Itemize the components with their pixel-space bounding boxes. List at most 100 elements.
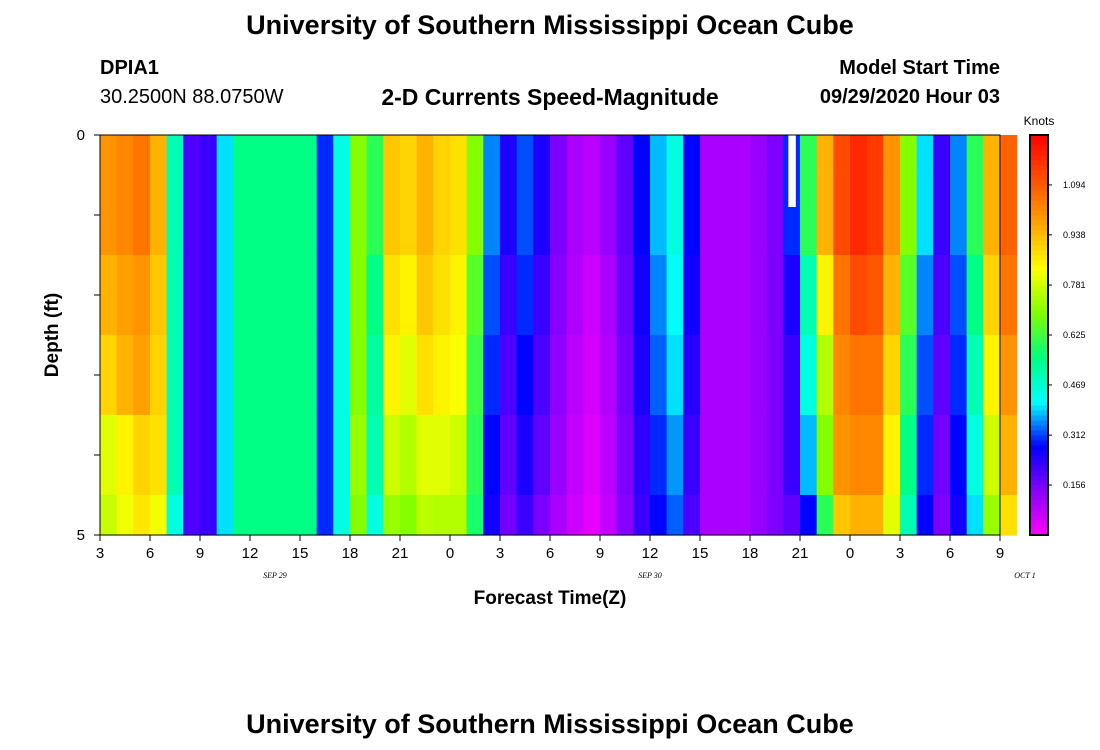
- heat-cell: [383, 135, 401, 176]
- colorbar-swatch: [1030, 200, 1048, 206]
- colorbar-tick-label: 0.469: [1063, 380, 1086, 390]
- heat-cell: [333, 335, 351, 416]
- colorbar-swatch: [1030, 345, 1048, 351]
- heat-cell: [616, 335, 634, 416]
- heat-cell: [450, 335, 468, 416]
- heat-cell: [566, 175, 584, 256]
- y-tick-label: 0: [77, 127, 85, 144]
- colorbar-swatch: [1030, 185, 1048, 191]
- heat-cell: [750, 415, 768, 496]
- heat-cell: [966, 175, 984, 256]
- heat-cell: [366, 175, 384, 256]
- colorbar-swatch: [1030, 250, 1048, 256]
- heat-cell: [466, 175, 484, 256]
- heat-cell: [133, 175, 151, 256]
- chart-title: 2-D Currents Speed-Magnitude: [381, 84, 719, 110]
- x-tick-label: 18: [342, 545, 359, 562]
- heat-cell: [400, 415, 418, 496]
- heat-cell: [233, 175, 251, 256]
- heat-cell: [816, 495, 834, 536]
- heat-cell: [366, 135, 384, 176]
- heat-cell: [250, 255, 268, 336]
- colorbar-swatch: [1030, 325, 1048, 331]
- heat-cell: [150, 135, 168, 176]
- heat-cell: [700, 415, 718, 496]
- heat-cell: [800, 415, 818, 496]
- colorbar-tick-label: 0.312: [1063, 430, 1086, 440]
- heat-cell: [516, 335, 534, 416]
- heat-cell: [500, 415, 518, 496]
- heat-cell: [983, 335, 1001, 416]
- colorbar-swatch: [1030, 385, 1048, 391]
- y-tick-label: 5: [77, 527, 85, 544]
- page-title-bottom: University of Southern Mississippi Ocean…: [246, 709, 854, 739]
- colorbar-swatch: [1030, 235, 1048, 241]
- heat-cell: [433, 255, 451, 336]
- heat-cell: [100, 335, 118, 416]
- colorbar-swatch: [1030, 215, 1048, 221]
- colorbar-swatch: [1030, 415, 1048, 421]
- heat-cell: [316, 135, 334, 176]
- colorbar-swatch: [1030, 225, 1048, 231]
- heat-cell: [833, 335, 851, 416]
- heat-cell: [866, 135, 884, 176]
- colorbar-swatch: [1030, 465, 1048, 471]
- heat-cell: [166, 135, 184, 176]
- heat-cell: [733, 135, 751, 176]
- colorbar-swatch: [1030, 165, 1048, 171]
- heat-cell: [633, 135, 651, 176]
- x-tick-label: 18: [742, 545, 759, 562]
- heat-cell: [783, 175, 801, 256]
- colorbar-swatch: [1030, 370, 1048, 376]
- heat-cell: [666, 135, 684, 176]
- heat-cell: [816, 135, 834, 176]
- heat-cell: [300, 415, 318, 496]
- heat-cell: [633, 415, 651, 496]
- heat-cell: [800, 255, 818, 336]
- heat-cell: [183, 135, 201, 176]
- colorbar-swatch: [1030, 255, 1048, 261]
- heat-cell: [183, 175, 201, 256]
- heat-cell: [433, 135, 451, 176]
- heat-cell: [983, 135, 1001, 176]
- heat-cell: [750, 495, 768, 536]
- heat-cell: [750, 335, 768, 416]
- colorbar-swatch: [1030, 425, 1048, 431]
- heat-cell: [750, 255, 768, 336]
- heat-cell: [366, 415, 384, 496]
- heat-cell: [666, 415, 684, 496]
- heat-cell: [333, 255, 351, 336]
- x-tick-label: 12: [242, 545, 259, 562]
- x-tick-label: 15: [292, 545, 309, 562]
- heat-cell: [700, 335, 718, 416]
- heat-cell: [266, 415, 284, 496]
- heat-cell: [950, 335, 968, 416]
- x-tick-label: 6: [546, 545, 554, 562]
- heat-cell: [783, 255, 801, 336]
- heat-cell: [816, 175, 834, 256]
- colorbar-swatch: [1030, 315, 1048, 321]
- colorbar-swatch: [1030, 295, 1048, 301]
- page-title-top: University of Southern Mississippi Ocean…: [246, 10, 854, 40]
- heat-cell: [866, 495, 884, 536]
- heat-cell: [866, 415, 884, 496]
- heat-cell: [933, 255, 951, 336]
- heat-cell: [116, 255, 134, 336]
- colorbar-swatch: [1030, 150, 1048, 156]
- heat-cell: [316, 175, 334, 256]
- colorbar-swatch: [1030, 510, 1048, 516]
- colorbar-swatch: [1030, 485, 1048, 491]
- colorbar: 0.156 0.312 0.469 0.625 0.781 0.938 1.094: [1029, 134, 1086, 536]
- heat-cell: [233, 135, 251, 176]
- colorbar-swatch: [1030, 340, 1048, 346]
- colorbar-swatch: [1030, 160, 1048, 166]
- heat-cell: [500, 495, 518, 536]
- heat-cell: [183, 495, 201, 536]
- colorbar-swatch: [1030, 395, 1048, 401]
- colorbar-swatch: [1030, 320, 1048, 326]
- heat-cell: [200, 415, 218, 496]
- heat-cell: [183, 335, 201, 416]
- heat-cell: [966, 415, 984, 496]
- heat-cell: [100, 175, 118, 256]
